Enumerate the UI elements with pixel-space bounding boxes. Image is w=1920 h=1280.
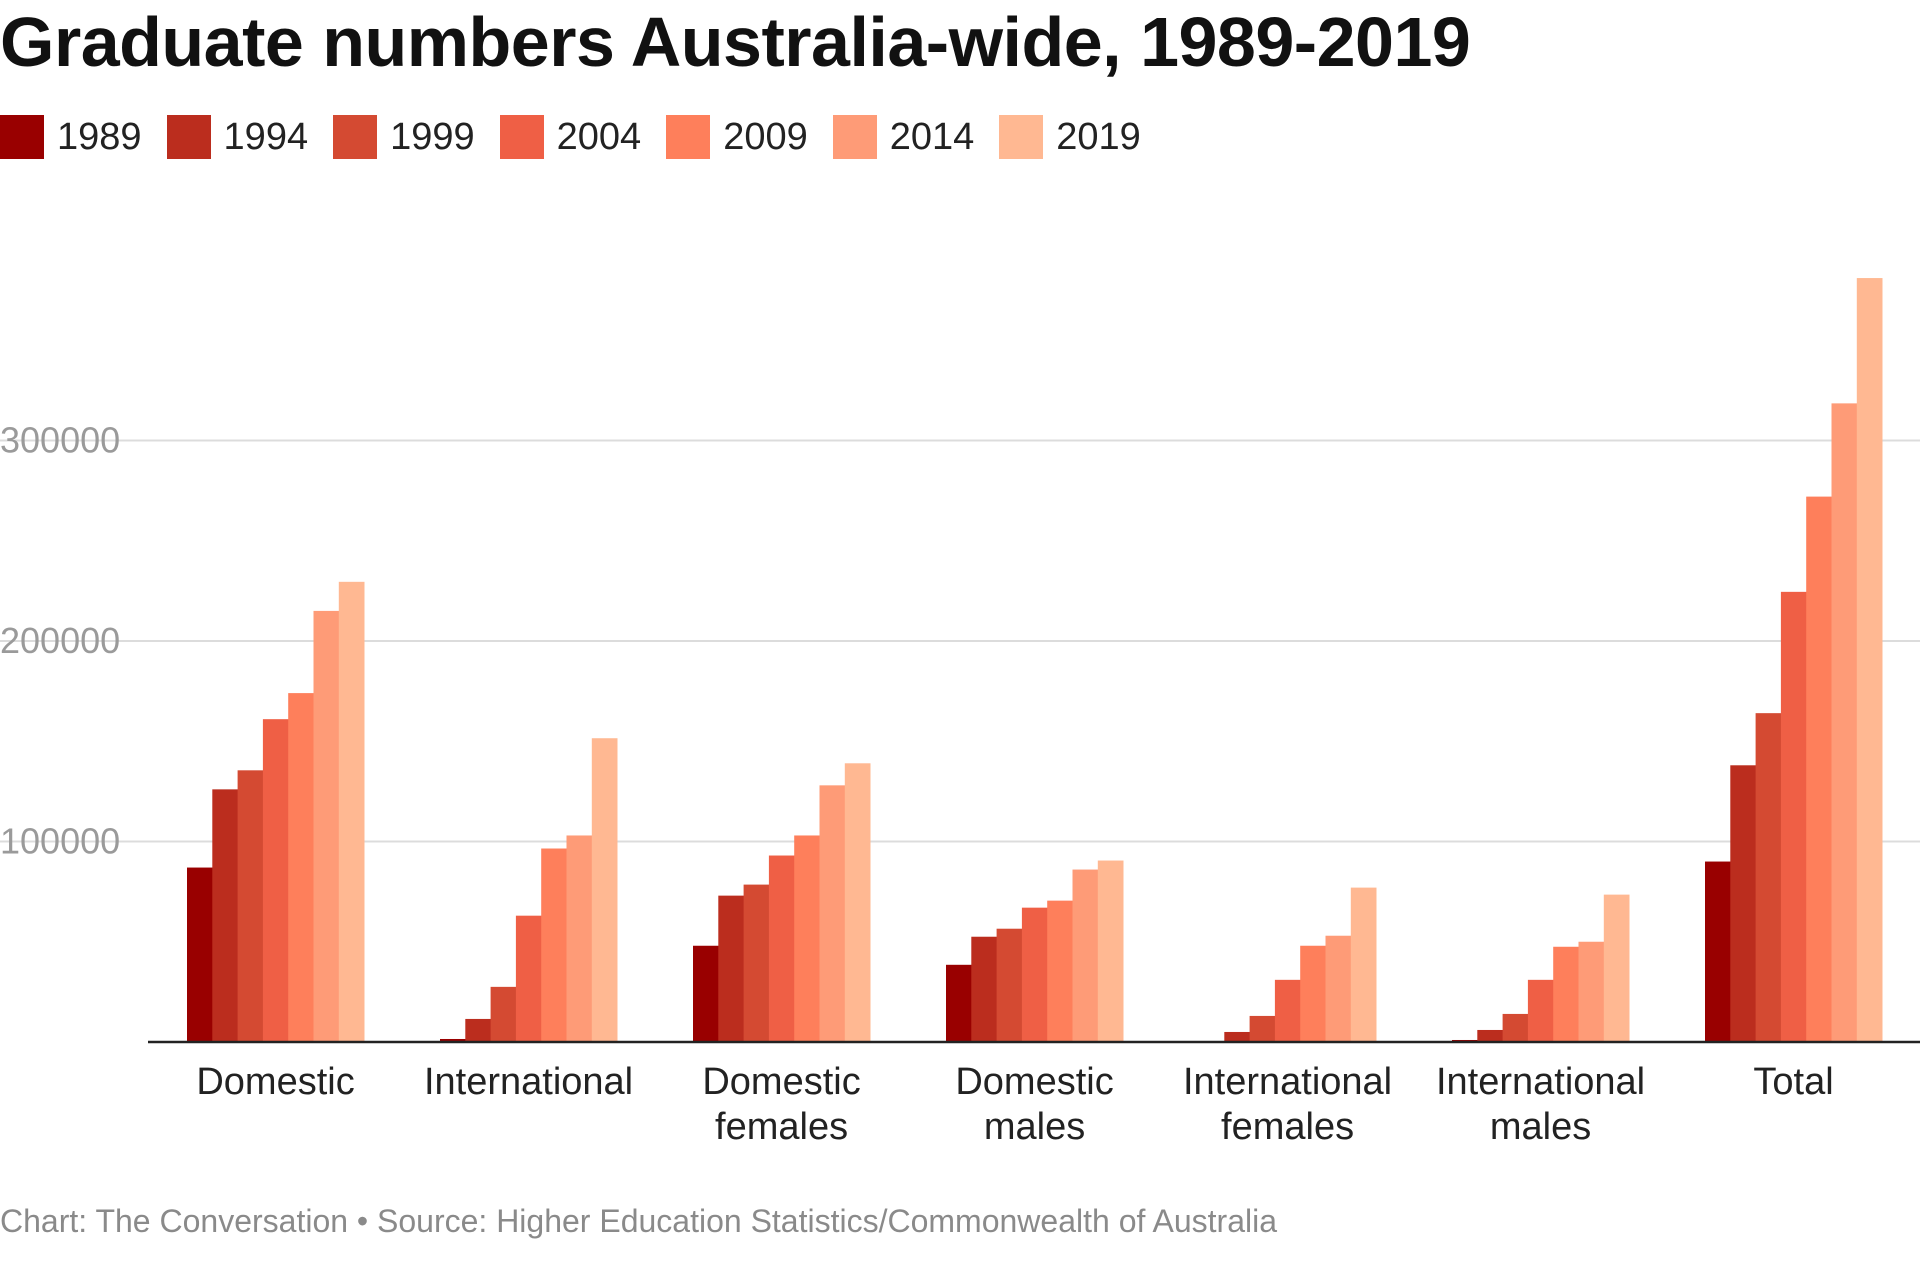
bar-international-1994	[465, 1018, 491, 1042]
bar-international-females-1994	[1224, 1031, 1250, 1042]
bar-international-2019	[591, 738, 618, 1042]
x-tick-label: Domestic males	[955, 1061, 1113, 1148]
bar-total-2019	[1856, 278, 1883, 1042]
bar-total-2004	[1780, 591, 1807, 1042]
bar-international-males-2014	[1578, 941, 1605, 1042]
legend-label: 1989	[57, 115, 142, 158]
legend-item-1994: 1994	[166, 115, 309, 159]
bar-international-males-2019	[1603, 894, 1630, 1042]
bar-domestic-males-2004	[1021, 907, 1048, 1042]
legend-swatch	[166, 115, 211, 159]
bar-domestic-1999	[237, 770, 264, 1042]
bar-domestic-2014	[313, 610, 340, 1042]
bar-domestic-males-1994	[971, 936, 997, 1042]
bar-international-females-2009	[1300, 945, 1326, 1042]
legend-item-2004: 2004	[499, 115, 642, 159]
legend: 1989 1994 1999 2004 2009 2014 2019	[0, 112, 1166, 162]
legend-item-1999: 1999	[333, 115, 475, 159]
legend-label: 2009	[723, 115, 808, 158]
legend-swatch	[999, 115, 1044, 159]
bar-domestic-1994	[212, 789, 238, 1042]
bar-domestic-males-1999	[996, 928, 1023, 1042]
bar-international-2004	[515, 915, 542, 1042]
bar-domestic-females-2009	[794, 835, 820, 1042]
bar-international-females-2014	[1325, 935, 1352, 1042]
bar-domestic-females-2004	[768, 855, 795, 1042]
legend-swatch	[832, 115, 877, 159]
x-tick-label: International	[424, 1061, 633, 1103]
bar-international-2009	[541, 848, 567, 1042]
legend-swatch	[0, 115, 44, 159]
bar-international-males-2004	[1527, 979, 1554, 1042]
bar-international-males-1994	[1477, 1029, 1503, 1042]
bar-domestic-females-1989	[693, 945, 719, 1042]
bar-international-females-2004	[1274, 979, 1301, 1042]
chart-title: Graduate numbers Australia-wide, 1989-20…	[0, 3, 1471, 81]
legend-item-2019: 2019	[999, 115, 1141, 159]
bar-domestic-females-2014	[819, 785, 846, 1042]
bar-international-females-2019	[1350, 887, 1377, 1042]
bar-total-2014	[1831, 403, 1858, 1042]
bar-international-males-2009	[1553, 946, 1579, 1042]
bar-international-1989	[440, 1038, 466, 1042]
bar-international-2014	[566, 835, 593, 1042]
legend-label: 1994	[223, 115, 309, 158]
bar-domestic-1989	[187, 867, 213, 1042]
legend-item-2014: 2014	[832, 115, 975, 159]
bar-international-females-1999	[1249, 1015, 1276, 1042]
y-tick-label: 200000	[0, 620, 120, 661]
bar-domestic-females-1999	[743, 884, 770, 1042]
x-tick-label: Domestic females	[702, 1061, 860, 1148]
legend-swatch	[333, 115, 378, 159]
bar-total-2009	[1806, 496, 1832, 1042]
bar-domestic-males-2019	[1097, 860, 1124, 1042]
legend-item-2009: 2009	[666, 115, 808, 159]
legend-label: 2014	[889, 115, 975, 158]
chart-source-note: Chart: The Conversation • Source: Higher…	[0, 1203, 1277, 1239]
x-tick-label: International females	[1183, 1061, 1392, 1148]
bar-total-1989	[1705, 861, 1731, 1042]
bar-international-males-1999	[1502, 1013, 1529, 1042]
legend-label: 1999	[390, 115, 475, 158]
x-tick-label: International males	[1436, 1061, 1645, 1148]
bar-total-1999	[1755, 713, 1782, 1042]
y-tick-label: 100000	[0, 820, 120, 861]
bar-domestic-females-2019	[844, 763, 871, 1042]
legend-swatch	[666, 115, 711, 159]
legend-label: 2004	[556, 115, 642, 158]
x-tick-label: Total	[1753, 1061, 1833, 1103]
bar-domestic-males-1989	[946, 964, 972, 1042]
legend-label: 2019	[1056, 115, 1141, 158]
bar-domestic-males-2009	[1047, 900, 1073, 1042]
bar-domestic-2019	[338, 581, 365, 1042]
bar-domestic-females-1994	[718, 895, 744, 1042]
x-tick-label: Domestic	[196, 1061, 354, 1103]
legend-item-1989: 1989	[0, 115, 142, 159]
bar-domestic-2009	[288, 693, 314, 1042]
bar-domestic-males-2014	[1072, 869, 1099, 1042]
legend-swatch	[499, 115, 544, 159]
bar-total-1994	[1730, 765, 1756, 1042]
y-tick-label: 300000	[0, 419, 120, 460]
bar-international-1999	[490, 986, 517, 1042]
bar-domestic-2004	[262, 719, 289, 1042]
